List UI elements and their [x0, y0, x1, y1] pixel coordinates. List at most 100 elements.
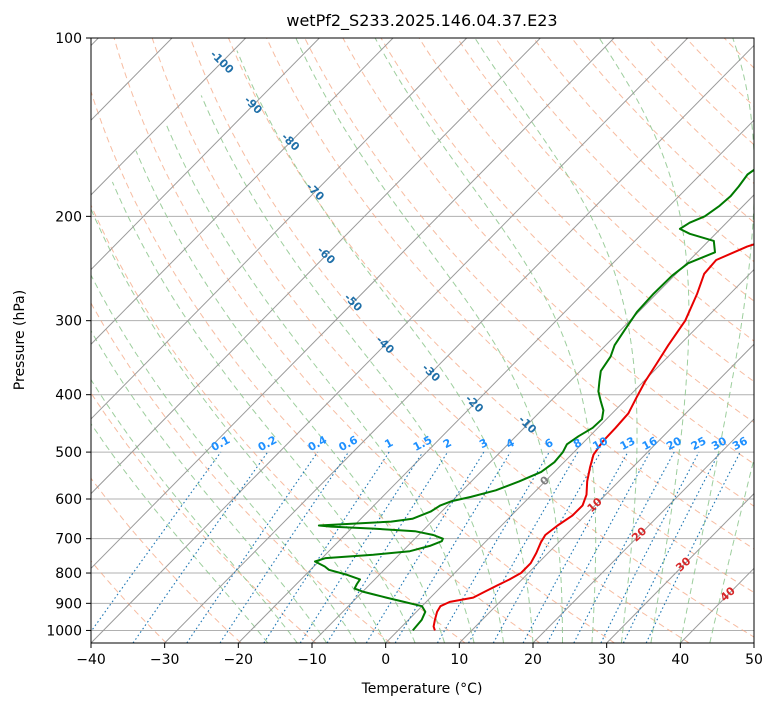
y-tick-label: 800 [55, 566, 82, 582]
y-tick-label: 400 [55, 388, 82, 404]
mixing-ratio-label: 0.1 [209, 433, 232, 454]
moist-adiabat [598, 38, 690, 643]
mixing-ratio-line [492, 451, 601, 643]
mixing-ratio-label: 0.4 [306, 433, 330, 454]
chart-title: wetPf2_S233.2025.146.04.37.E23 [286, 11, 557, 31]
dry-adiabat [304, 38, 754, 507]
moist-adiabat [135, 150, 446, 643]
x-tick-label: −10 [297, 652, 327, 668]
mixing-ratio-label: 13 [618, 434, 638, 453]
mixing-ratio-label: 30 [709, 434, 729, 453]
mixing-ratio-label: 36 [730, 434, 750, 453]
mixing-ratio-label: 1.5 [411, 433, 434, 454]
mixing-ratio-line [468, 451, 579, 643]
isotherm [91, 38, 320, 271]
plot-area: -100-90-80-70-60-50-40-30-20-100.1 0.2 0.4… [91, 38, 775, 643]
mixing-ratio-line [326, 451, 449, 643]
x-axis-label: Temperature (°C) [361, 681, 483, 697]
y-axis-ticks: 1000 900 800 700 600 500 400 300 200 100 [46, 31, 91, 639]
isotherm [91, 38, 247, 196]
x-tick-label: 50 [745, 652, 763, 668]
dry-adiabat [418, 38, 754, 383]
y-tick-label: 200 [55, 209, 82, 225]
x-tick-label: 0 [381, 652, 390, 668]
y-tick-label: 700 [55, 532, 82, 548]
moist-adiabat [474, 38, 638, 643]
moist-adiabat [91, 274, 357, 643]
isotherm [753, 642, 754, 643]
isotherm [532, 418, 754, 643]
mixing-ratio-line [132, 451, 269, 643]
isotherm [91, 38, 468, 420]
temperature-line [432, 243, 754, 631]
mixing-ratio-line [299, 451, 424, 643]
mixing-ratio-label: 2 [441, 436, 454, 451]
moist-adiabat [91, 422, 269, 643]
dry-adiabat [685, 38, 754, 107]
moist-adiabat [165, 124, 475, 643]
dry-adiabat [151, 38, 690, 643]
y-tick-label: 300 [55, 314, 82, 330]
x-tick-label: 20 [524, 652, 542, 668]
y-tick-label: 600 [55, 492, 82, 508]
y-axis-label: Pressure (hPa) [12, 290, 28, 390]
mixing-ratio-label: 6 [543, 436, 556, 451]
moist-adiabat [295, 38, 563, 643]
moist-adiabat [679, 38, 754, 643]
x-tick-label: −30 [150, 652, 180, 668]
x-tick-label: 30 [598, 652, 616, 668]
dewpoint-line [314, 168, 754, 632]
mixing-ratio-line [573, 451, 675, 643]
isotherm [164, 44, 754, 643]
moist-adiabat [91, 207, 387, 643]
dry-adiabat [91, 89, 541, 643]
moist-adiabats [91, 38, 754, 643]
dry-adiabat [91, 477, 242, 643]
mixing-ratio-label: 10 [590, 434, 610, 453]
mixing-ratio-line [645, 451, 741, 643]
dry-adiabat [189, 38, 754, 638]
mixing-ratio-line [522, 451, 629, 643]
x-tick-label: −20 [224, 652, 254, 668]
dry-adiabat [762, 38, 775, 643]
mixing-ratio-line [546, 451, 651, 643]
dry-adiabat [91, 302, 391, 643]
mixing-ratio-line [365, 451, 485, 643]
dry-adiabat [113, 38, 615, 643]
dry-adiabat [533, 38, 754, 263]
moist-adiabat [91, 329, 328, 643]
isotherm [311, 194, 754, 643]
mixing-ratio-label: 25 [689, 434, 709, 453]
dry-adiabat [266, 38, 754, 550]
moist-adiabat [91, 378, 298, 643]
mixing-ratio-line [600, 451, 700, 643]
isotherm [385, 268, 754, 643]
dry-adiabat [456, 38, 754, 342]
dry-adiabat [228, 38, 754, 594]
moist-adiabat [374, 38, 597, 643]
y-tick-label: 900 [55, 596, 82, 612]
moist-adiabat [236, 50, 534, 643]
mixing-ratio-line [91, 451, 222, 633]
mixing-ratio-label: 16 [640, 434, 660, 453]
y-tick-label: 100 [55, 31, 82, 47]
moist-adiabat [709, 457, 754, 643]
dry-adiabat [647, 38, 754, 146]
dry-adiabat [723, 38, 754, 69]
mixing-ratio-label: 20 [664, 434, 684, 453]
moist-adiabat [200, 95, 504, 643]
mixing-ratio-line [219, 451, 349, 643]
dry-adiabat [91, 392, 317, 643]
dry-adiabat [380, 38, 754, 424]
mixing-ratio-label: 1 [382, 436, 395, 451]
mixing-ratio-line [263, 451, 390, 643]
mixing-ratio-label: 0.2 [256, 433, 279, 454]
mixing-ratio-lines [91, 451, 741, 643]
profile-series [314, 168, 754, 632]
dry-adiabat [571, 38, 754, 224]
isotherm [237, 119, 754, 643]
isotherms [91, 38, 754, 643]
mixing-ratio-label: 4 [504, 436, 517, 451]
y-tick-label: 1000 [46, 623, 82, 639]
